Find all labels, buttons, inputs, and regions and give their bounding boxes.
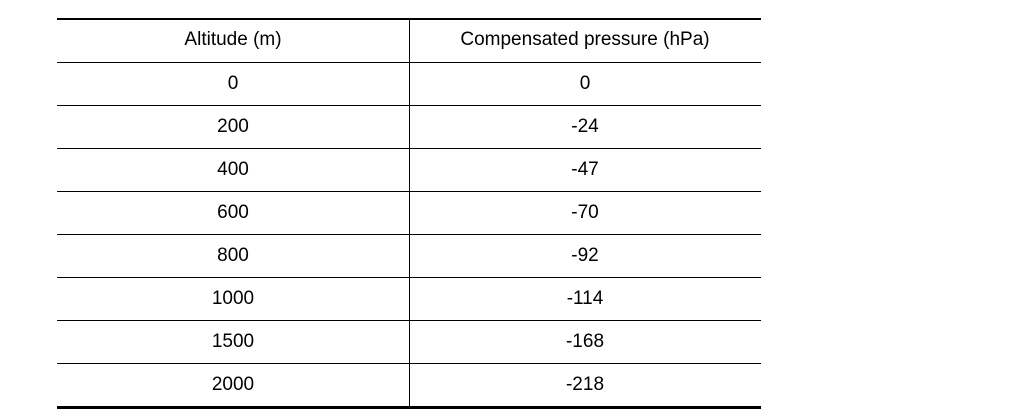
table-cell: 200: [217, 115, 249, 137]
header-cell: Compensated pressure (hPa): [460, 29, 710, 50]
table-cell: 800: [217, 244, 249, 266]
table-cell: 0: [579, 72, 591, 94]
table-cell: 2000: [211, 373, 255, 395]
table-cell: 600: [217, 201, 249, 223]
table-cell: 1000: [211, 287, 255, 309]
table-cell: -168: [565, 330, 605, 352]
table-cell: -47: [571, 158, 599, 180]
table: Altitude (m) Compensated pressure (hPa) 0 0…: [57, 18, 761, 409]
table-cell: -24: [571, 115, 599, 137]
table-cell: -114: [566, 287, 604, 309]
header-cell: Altitude (m): [184, 29, 282, 50]
table-cell: -92: [571, 244, 599, 266]
table-cell: 400: [217, 158, 249, 180]
table-cell: -218: [565, 373, 605, 395]
table-cell: 0: [227, 72, 239, 94]
table-cell: 1500: [211, 330, 255, 352]
table-cell: -70: [571, 201, 599, 223]
column-divider: [409, 18, 410, 406]
bottom-rule: [57, 406, 761, 409]
